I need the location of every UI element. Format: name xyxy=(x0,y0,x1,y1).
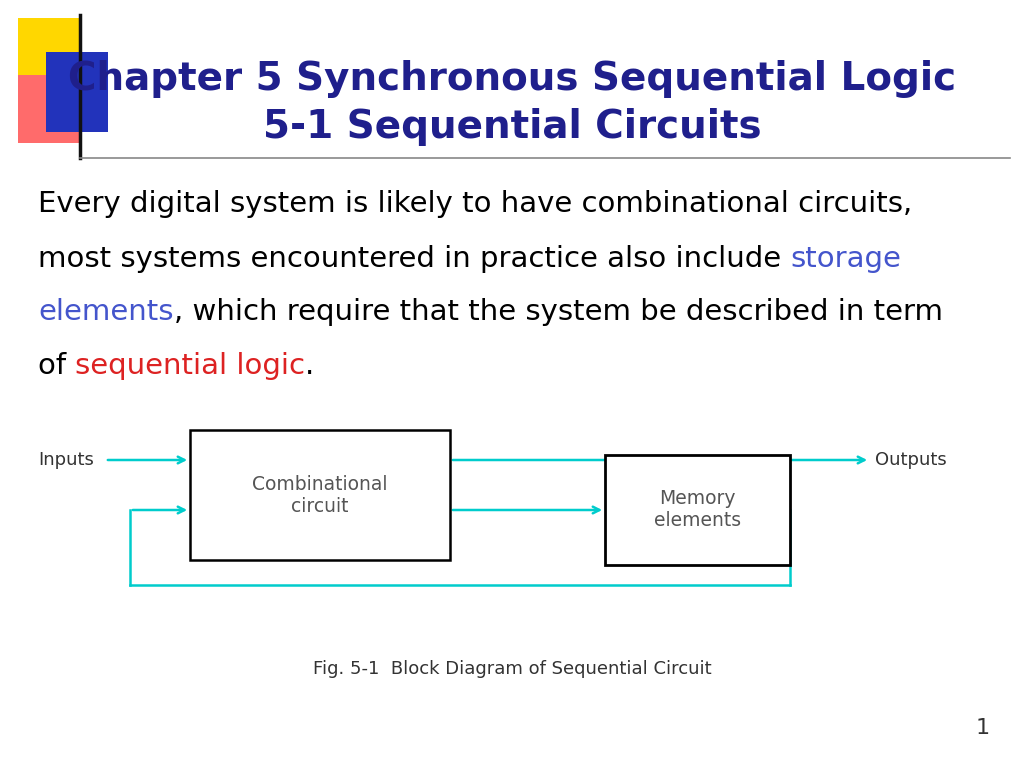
Text: 1: 1 xyxy=(976,718,990,738)
Text: .: . xyxy=(305,352,314,380)
Bar xyxy=(190,430,450,560)
Text: Outputs: Outputs xyxy=(874,451,947,469)
Text: storage: storage xyxy=(791,245,901,273)
Text: sequential logic: sequential logic xyxy=(76,352,305,380)
Text: , which require that the system be described in term: , which require that the system be descr… xyxy=(173,298,942,326)
Bar xyxy=(605,455,790,565)
Text: Fig. 5-1  Block Diagram of Sequential Circuit: Fig. 5-1 Block Diagram of Sequential Cir… xyxy=(312,660,712,678)
Text: elements: elements xyxy=(38,298,173,326)
Bar xyxy=(18,18,80,88)
Text: Every digital system is likely to have combinational circuits,: Every digital system is likely to have c… xyxy=(38,190,912,218)
Text: most systems encountered in practice also include: most systems encountered in practice als… xyxy=(38,245,791,273)
Text: Combinational
circuit: Combinational circuit xyxy=(252,475,388,515)
Text: Chapter 5 Synchronous Sequential Logic
5-1 Sequential Circuits: Chapter 5 Synchronous Sequential Logic 5… xyxy=(68,60,956,147)
Text: Inputs: Inputs xyxy=(38,451,94,469)
Bar xyxy=(46,52,108,132)
Text: Memory
elements: Memory elements xyxy=(654,489,741,531)
Bar xyxy=(18,75,80,143)
Text: of: of xyxy=(38,352,76,380)
